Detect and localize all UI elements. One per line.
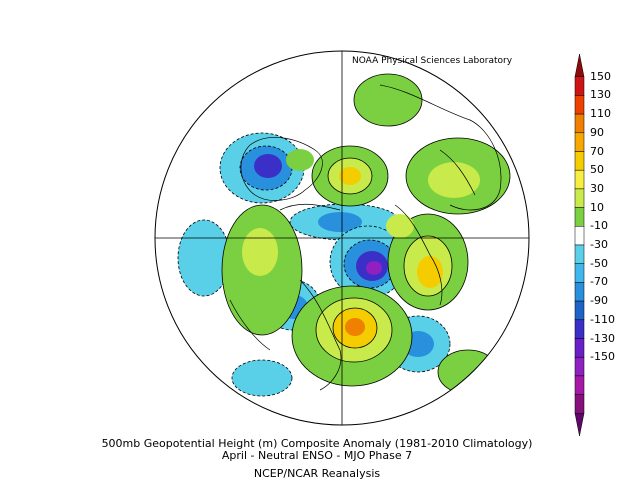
caption-dataset: NCEP/NCAR Reanalysis [253, 467, 381, 480]
colorbar-tick-label: -90 [590, 294, 608, 308]
colorbar-swatch [574, 76, 585, 96]
caption-subtitle: April - Neutral ENSO - MJO Phase 7 [221, 449, 413, 462]
colorbar-tick-label: 150 [590, 69, 611, 83]
map-border [154, 50, 530, 426]
colorbar-tick-label: 10 [590, 200, 604, 214]
map-grid [155, 51, 529, 425]
colorbar-swatch [574, 282, 585, 302]
colorbar-swatch [574, 53, 585, 77]
colorbar-swatch [574, 338, 585, 358]
colorbar-swatch [574, 207, 585, 227]
colorbar-swatch [574, 226, 585, 246]
colorbar-tick-label: 110 [590, 107, 611, 121]
colorbar-tick-label: 50 [590, 163, 604, 177]
colorbar-swatch [574, 356, 585, 377]
colorbar-swatch [574, 151, 585, 171]
colorbar [574, 53, 585, 437]
colorbar-swatch [574, 263, 585, 283]
colorbar-tick-label: -70 [590, 275, 608, 289]
colorbar-swatch [574, 319, 585, 339]
colorbar-tick-label: -50 [590, 256, 608, 270]
colorbar-tick-label: -130 [590, 331, 615, 345]
colorbar-swatch [574, 95, 585, 115]
map-disk [155, 51, 529, 425]
caption-title: 500mb Geopotential Height (m) Composite … [101, 437, 533, 450]
colorbar-tick-label: -30 [590, 238, 608, 251]
colorbar-swatch [574, 188, 585, 208]
coastlines [229, 84, 502, 391]
colorbar-swatch [574, 413, 585, 437]
source-label: NOAA Physical Sciences Laboratory [352, 56, 513, 66]
colorbar-swatch [574, 132, 585, 152]
colorbar-tick-label: -10 [590, 219, 608, 233]
colorbar-swatch [574, 244, 585, 264]
colorbar-tick-label: 70 [590, 144, 604, 158]
colorbar-tick-label: 90 [590, 125, 604, 139]
colorbar-swatch [574, 169, 585, 190]
colorbar-swatch [574, 300, 585, 321]
colorbar-tick-label: -110 [590, 312, 615, 326]
colorbar-tick-label: 30 [590, 181, 604, 195]
colorbar-swatch [574, 375, 585, 395]
colorbar-swatch [574, 113, 585, 134]
colorbar-tick-label: -150 [590, 350, 615, 364]
colorbar-swatch [574, 394, 585, 414]
colorbar-tick-label: 130 [590, 88, 611, 102]
